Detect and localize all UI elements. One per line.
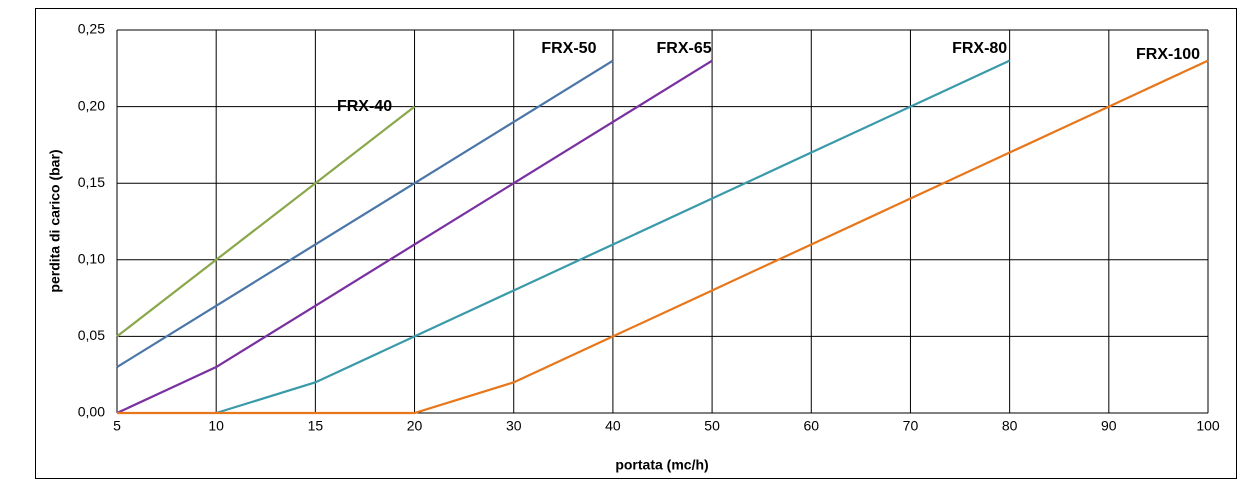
chart-frame: [35, 8, 1237, 479]
x-tick-label: 5: [113, 418, 121, 434]
y-tick-label: 0,15: [78, 174, 105, 190]
x-tick-label: 10: [208, 418, 224, 434]
series-line: [117, 59, 1209, 415]
x-tick-label: 100: [1196, 418, 1220, 434]
x-tick-label: 80: [1002, 418, 1018, 434]
x-tick-label: 70: [903, 418, 919, 434]
series-label: FRX-40: [337, 98, 392, 115]
x-tick-label: 90: [1101, 418, 1117, 434]
x-tick-label: 30: [506, 418, 522, 434]
series-label: FRX-50: [541, 40, 596, 57]
x-tick-label: 40: [605, 418, 621, 434]
series-label: FRX-100: [1136, 46, 1200, 63]
y-tick-label: 0,00: [78, 404, 105, 420]
x-tick-label: 15: [308, 418, 324, 434]
series-label: FRX-80: [952, 40, 1007, 57]
x-tick-label: 20: [407, 418, 423, 434]
y-tick-label: 0,05: [78, 327, 105, 343]
x-axis-title: portata (mc/h): [615, 457, 708, 473]
x-tick-label: 60: [803, 418, 819, 434]
y-tick-label: 0,10: [78, 251, 105, 267]
y-tick-label: 0,20: [78, 97, 105, 113]
y-axis-title: perdita di carico (bar): [47, 149, 63, 292]
series-line: [116, 59, 713, 414]
series-line: [215, 59, 1011, 415]
series-line: [116, 59, 614, 368]
x-tick-label: 50: [704, 418, 720, 434]
series-line: [116, 105, 416, 338]
series-label: FRX-65: [657, 40, 712, 57]
y-tick-label: 0,25: [78, 21, 105, 37]
